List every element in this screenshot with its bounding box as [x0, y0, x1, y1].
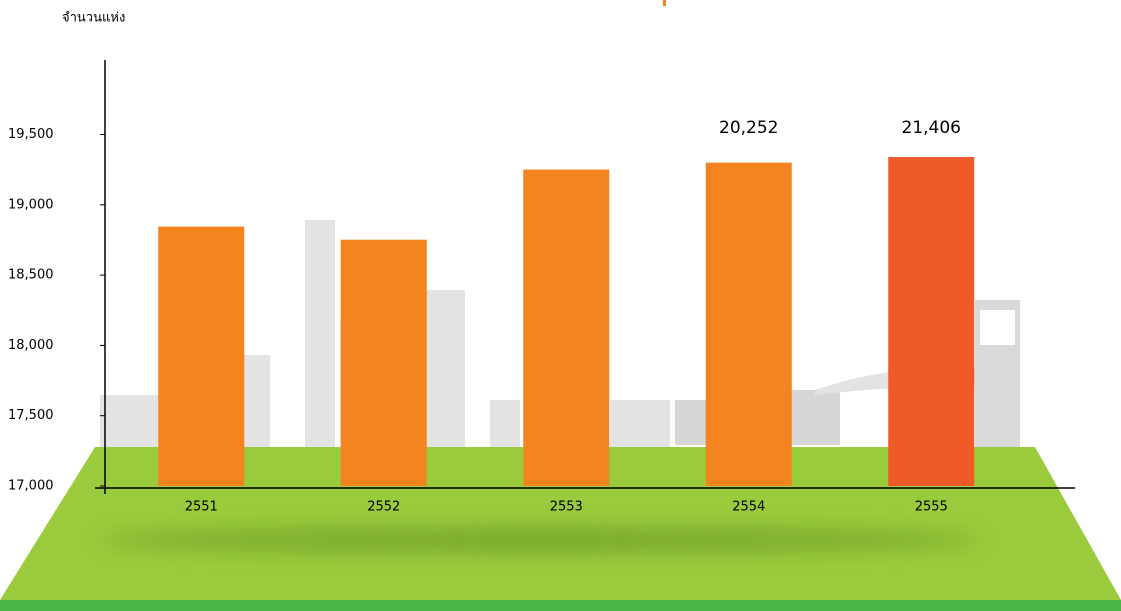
bar [523, 169, 610, 486]
x-tick-label: 2552 [367, 500, 400, 515]
x-tick-label: 2553 [550, 500, 583, 515]
y-tick-label: 17,500 [8, 408, 54, 423]
bar [888, 157, 975, 487]
y-tick-label: 18,000 [8, 338, 54, 353]
bar [158, 226, 245, 487]
bar [705, 162, 792, 486]
y-tick-label: 18,500 [8, 268, 54, 283]
x-tick-label: 2555 [915, 500, 948, 515]
x-tick-label: 2551 [185, 500, 218, 515]
bar-annotation: 21,406 [902, 118, 961, 138]
y-axis-label: จำนวนแห่ง [62, 11, 125, 26]
ground [0, 447, 1121, 600]
ground-edge [0, 600, 1121, 611]
y-tick-label: 19,000 [8, 197, 54, 212]
bar [340, 239, 427, 486]
decoration [663, 0, 666, 6]
x-tick-label: 2554 [732, 500, 765, 515]
y-tick-label: 17,000 [8, 479, 54, 494]
shadow [100, 528, 980, 552]
plot [158, 157, 975, 487]
bar-annotation: 20,252 [719, 118, 778, 138]
y-tick-label: 19,500 [8, 127, 54, 142]
